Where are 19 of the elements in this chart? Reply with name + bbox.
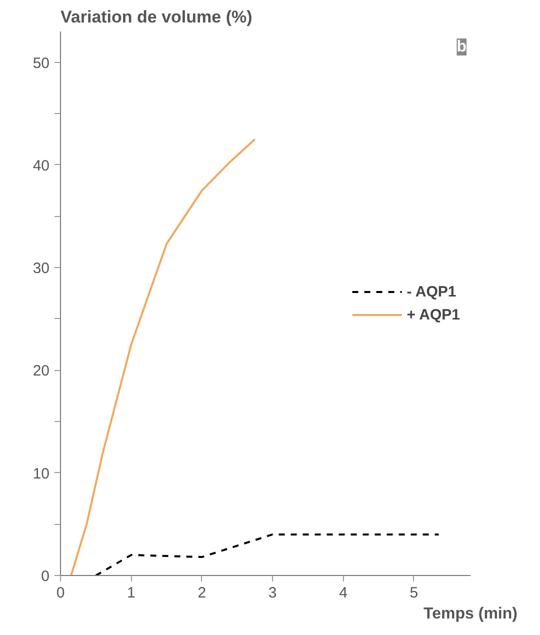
x-tick-label: 3	[268, 584, 277, 602]
line-series	[94, 533, 440, 576]
x-tick-label: 0	[56, 584, 65, 602]
x-tick-label: 1	[127, 584, 136, 602]
y-tick-label: 10	[32, 465, 50, 482]
y-axis-title: Variation de volume (%)	[60, 8, 252, 26]
line-series	[70, 138, 256, 576]
y-tick-label: 30	[32, 260, 50, 278]
legend-label: + AQP1	[406, 306, 460, 323]
y-tick-label: 20	[32, 362, 50, 380]
x-tick-label: 5	[410, 584, 418, 602]
x-axis-title: Temps (min)	[424, 606, 518, 622]
x-tick-label: 2	[198, 584, 206, 602]
y-tick-label: 0	[41, 568, 50, 585]
y-tick-label: 40	[32, 157, 50, 174]
annotation: b	[456, 38, 467, 56]
y-tick-label: 50	[32, 54, 50, 72]
legend-label: - AQP1	[406, 283, 456, 300]
x-tick-label: 4	[339, 584, 348, 602]
